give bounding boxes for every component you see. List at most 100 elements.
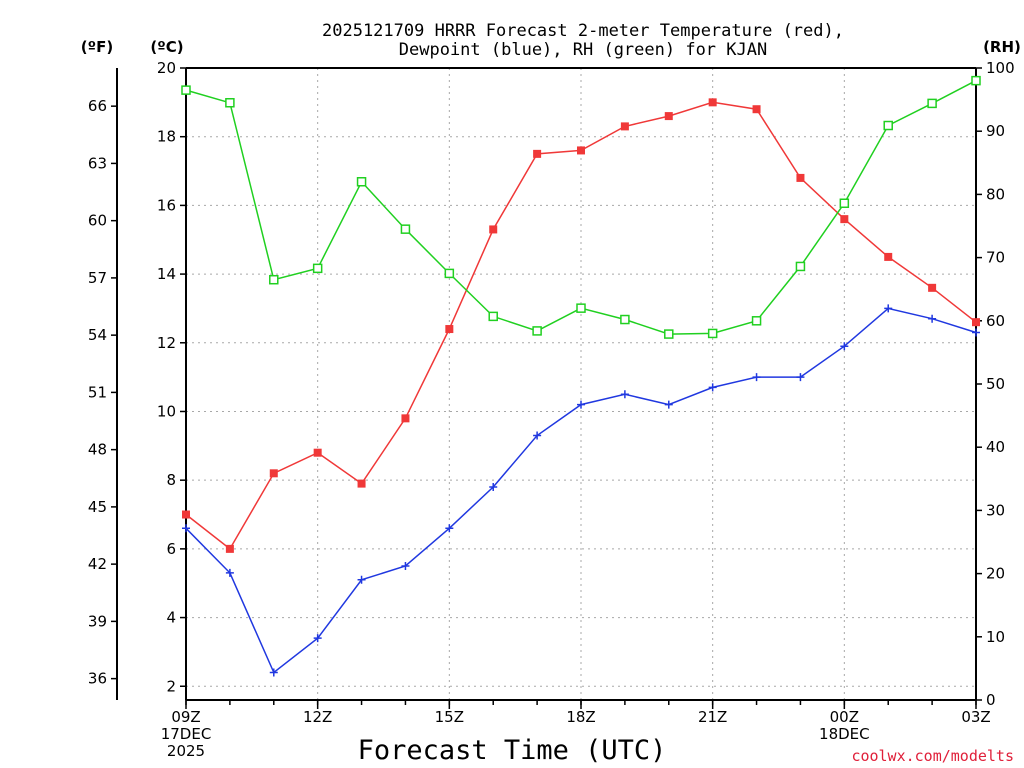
dewpoint-point [928,314,937,323]
temperature-line [185,101,977,551]
rh-point [971,75,981,86]
dewpoint-point [796,373,805,382]
rh-point [751,316,762,326]
rh-point [269,274,279,285]
rh-tick-label: 50 [986,375,1005,393]
dewpoint-point [269,668,278,677]
rh-axis-unit: (RH) [983,38,1021,56]
temperature-point [840,215,849,224]
temperature-point [664,112,673,121]
rh-point [839,198,850,208]
dewpoint-point [357,575,366,584]
series-layer [181,75,981,677]
x-tick-label: 21Z [698,708,727,726]
fahrenheit-tick-label: 42 [88,555,107,573]
fahrenheit-tick-label: 48 [88,441,107,459]
rh-point [488,311,498,322]
temperature-point [972,318,980,327]
dewpoint-point [577,400,585,409]
temperature-point [752,105,761,114]
temperature-point [313,448,322,457]
rh-tick-label: 10 [986,628,1005,646]
x-tick-label: 18Z [566,708,595,726]
rh-point [576,303,586,313]
celsius-tick-label: 8 [166,471,176,489]
dewpoint-point [752,373,761,382]
chart-title-line-1: 2025121709 HRRR Forecast 2-meter Tempera… [322,21,844,41]
fahrenheit-tick-label: 45 [88,498,107,516]
dewpoint-point [620,390,629,399]
fahrenheit-tick-label: 57 [88,269,107,287]
dewpoint-point [489,483,498,492]
rh-tick-label: 40 [986,438,1005,456]
celsius-tick-label: 18 [157,128,176,146]
temperature-point [445,325,454,334]
fahrenheit-tick-label: 60 [88,212,107,230]
rh-point [181,85,191,95]
rh-tick-label: 60 [986,312,1005,330]
rh-tick-label: 90 [986,122,1005,140]
x-tick-label: 03Z [961,708,990,726]
x-tick-label: 2025 [167,742,205,760]
celsius-tick-label: 14 [157,265,176,283]
temperature-point [796,173,805,182]
x-axis-label: Forecast Time (UTC) [358,735,667,766]
celsius-tick-label: 20 [157,59,176,77]
fahrenheit-tick-label: 66 [88,97,107,115]
temperature-point [928,283,937,292]
dewpoint-point [533,431,542,440]
dewpoint-point [664,400,673,409]
rh-tick-label: 80 [986,185,1005,203]
chart-title-line-2: Dewpoint (blue), RH (green) for KJAN [399,40,767,60]
fahrenheit-tick-label: 36 [88,670,107,688]
temperature-point [182,510,190,519]
rh-point [356,177,367,187]
x-tick-label: 00Z [830,708,859,726]
celsius-tick-label: 10 [157,402,176,420]
fahrenheit-tick-label: 51 [88,383,107,401]
rh-point [620,314,630,325]
dewpoint-point [840,342,849,351]
rh-point [400,224,411,234]
series-dewpoint [182,304,980,677]
fahrenheit-tick-label: 63 [88,154,107,172]
rh-point [795,261,806,272]
fahrenheit-axis-unit: (ºF) [81,38,113,56]
rh-point [225,98,235,108]
grid-lines [186,68,976,700]
rh-tick-label: 0 [986,691,996,709]
x-tick-label: 18DEC [819,725,870,743]
temperature-point [577,146,585,155]
fahrenheit-tick-label: 54 [88,326,107,344]
temperature-point [708,98,717,107]
rh-tick-label: 100 [986,59,1015,77]
temperature-point [269,469,278,478]
dewpoint-point [313,634,322,643]
rh-point [532,326,542,336]
dewpoint-point [972,328,980,337]
rh-tick-label: 70 [986,249,1005,267]
celsius-tick-label: 6 [166,540,176,558]
dewpoint-point [182,524,190,533]
rh-point [312,263,323,274]
x-tick-label: 15Z [435,708,464,726]
x-tick-label: 09Z [171,708,200,726]
celsius-tick-label: 16 [157,196,176,214]
temperature-point [225,544,234,553]
rh-point [444,268,455,279]
rh-point [664,329,674,339]
series-temperature [182,98,980,553]
dewpoint-point [884,304,893,313]
rh-tick-label: 20 [986,565,1005,583]
dewpoint-point [401,562,410,571]
dewpoint-point [445,524,454,533]
temperature-point [489,225,498,234]
fahrenheit-tick-label: 39 [88,612,107,630]
celsius-tick-label: 2 [166,677,176,695]
dewpoint-point [708,383,717,392]
temperature-point [401,414,410,423]
temperature-point [620,122,629,131]
credit-label: coolwx.com/modelts [851,747,1014,765]
x-tick-label: 12Z [303,708,332,726]
